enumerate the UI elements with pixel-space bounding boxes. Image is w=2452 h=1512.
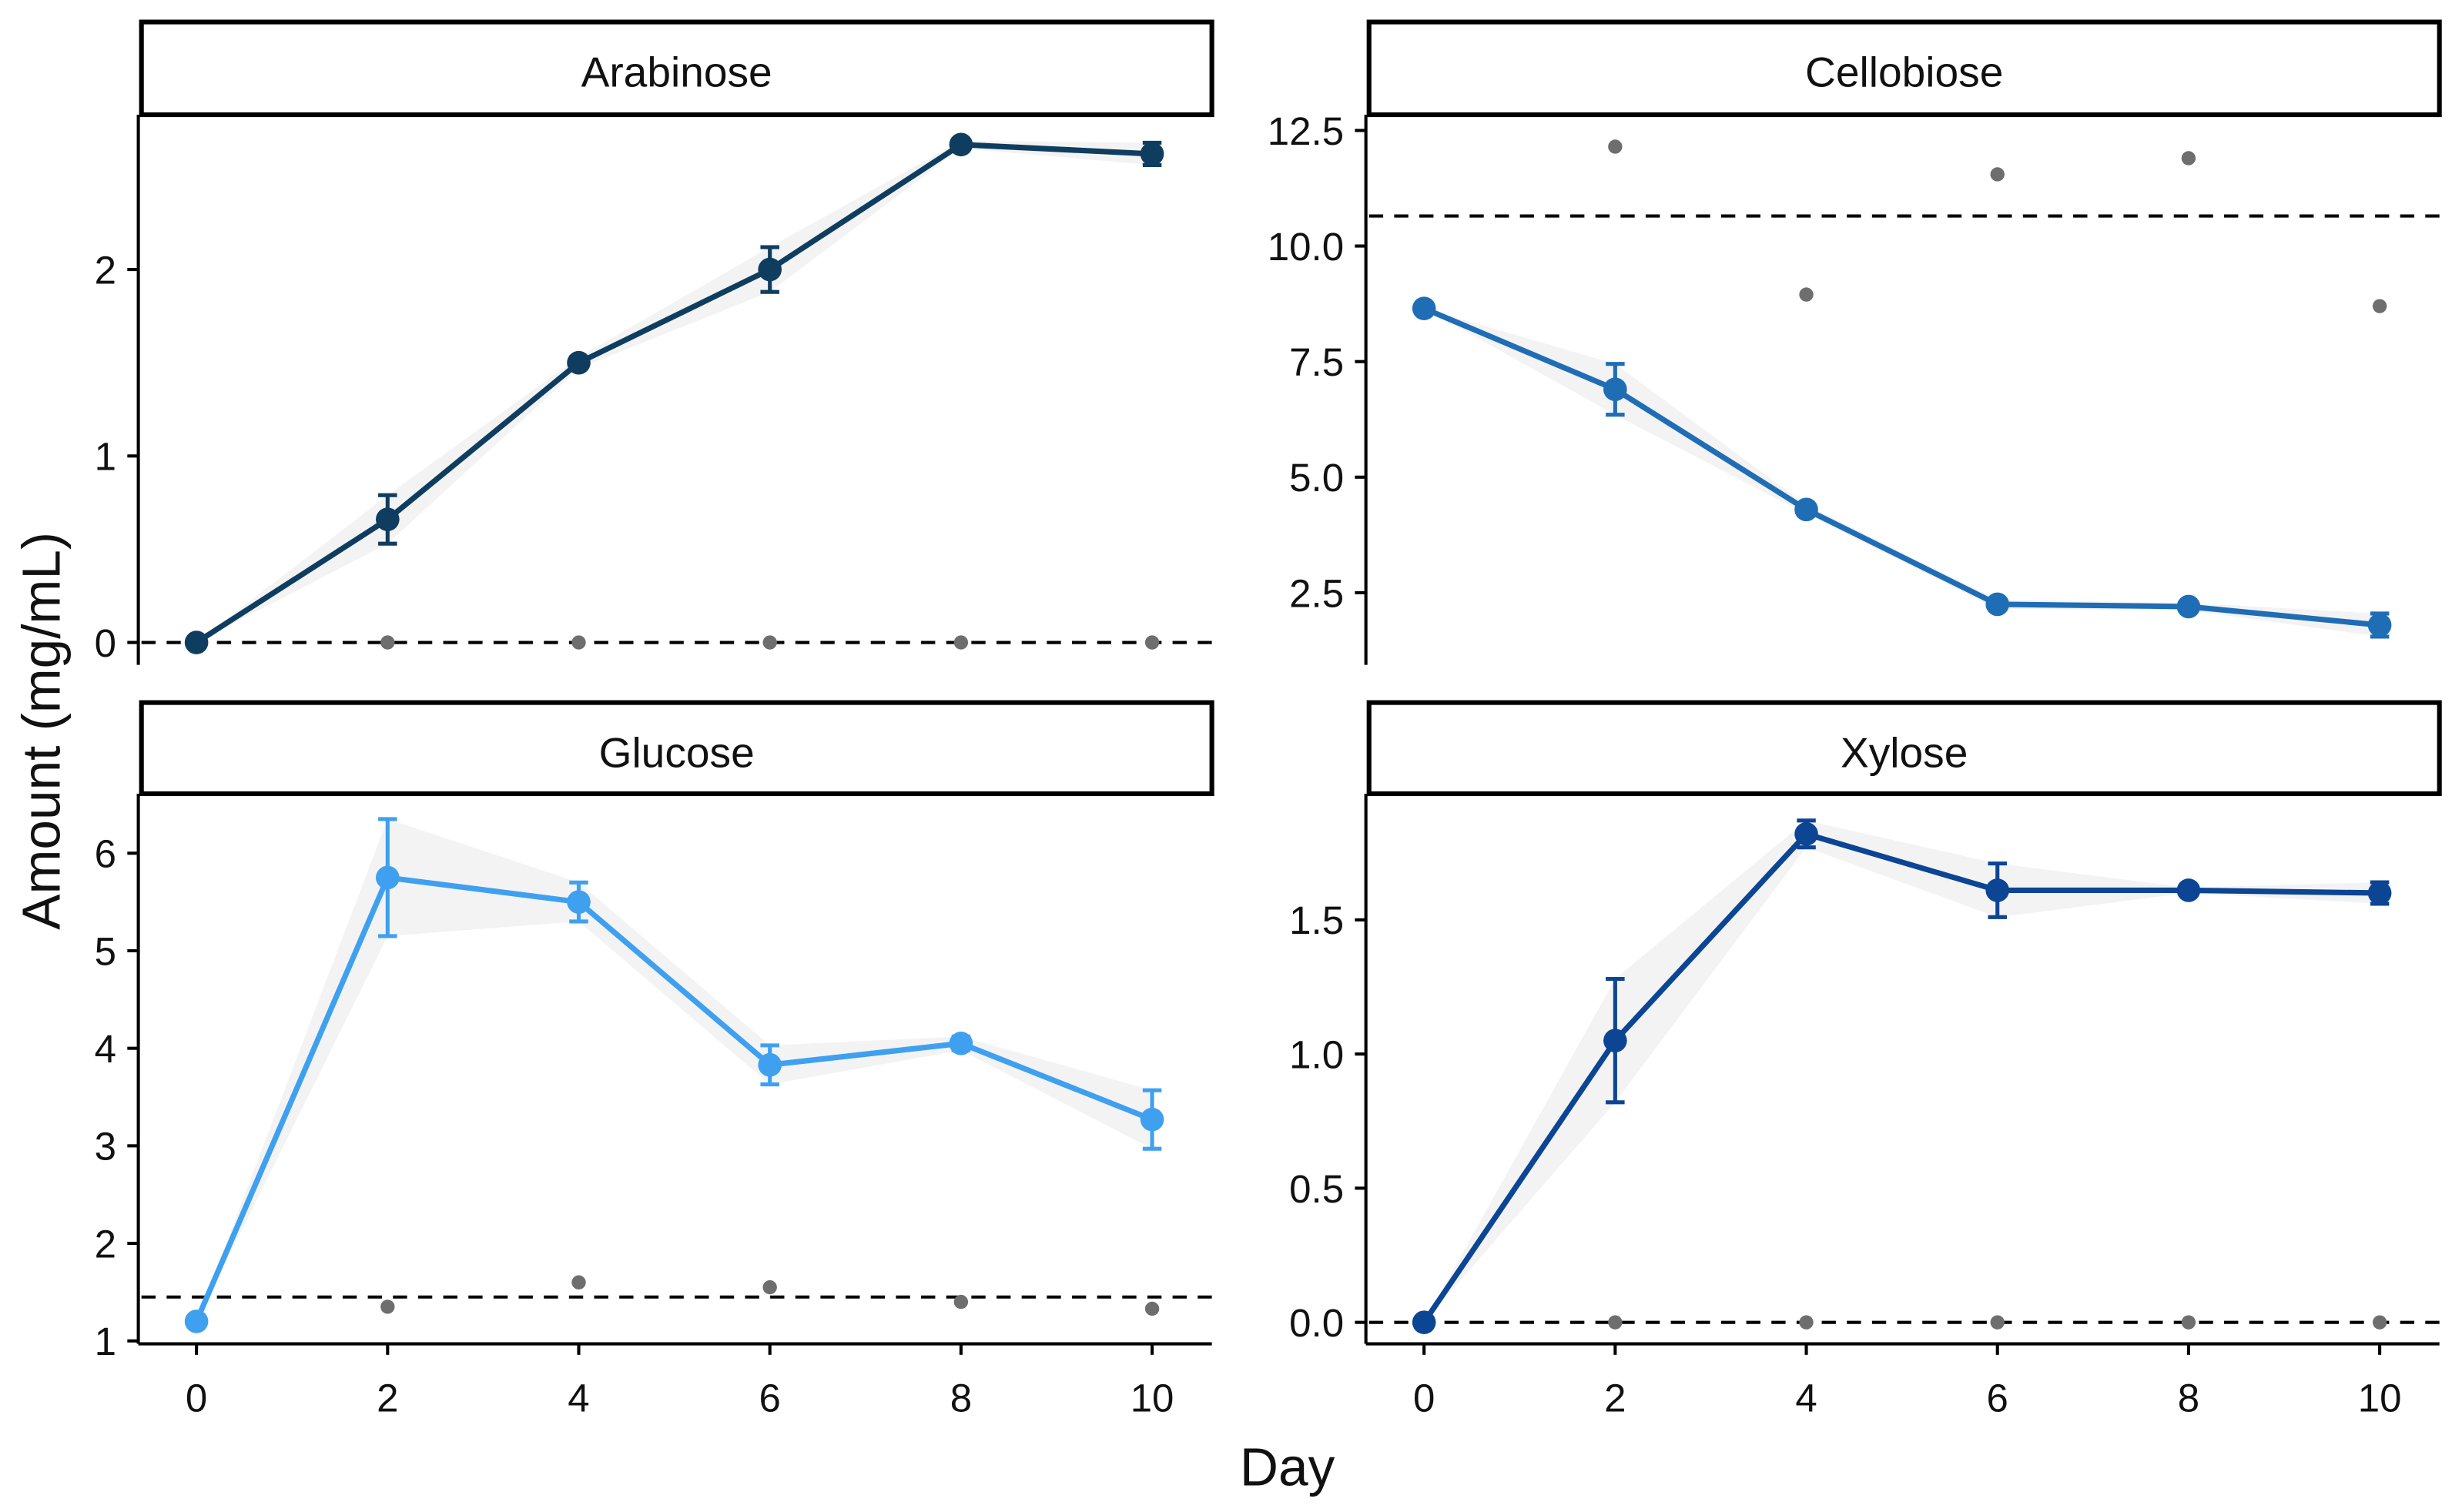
control-point [1799,1315,1814,1330]
control-point [2181,1315,2196,1330]
y-tick-label: 4 [95,1027,116,1071]
data-point [1603,1029,1627,1052]
y-tick-label: 12.5 [1268,109,1344,153]
control-point [1608,139,1623,154]
data-point [1603,377,1627,402]
data-point [567,350,591,375]
control-point [2181,151,2196,166]
x-tick-label: 6 [1987,1376,2008,1420]
confidence-ribbon [1424,820,2380,1323]
x-axis-title: Day [1240,1437,1335,1497]
control-point [2372,299,2387,313]
data-point [376,865,400,890]
facet-title: Xylose [1841,728,1968,776]
control-point [762,635,777,650]
control-point [571,1275,586,1290]
data-point [949,1032,973,1055]
facet-strip [1366,700,2442,797]
control-point [571,635,586,650]
confidence-ribbon [196,140,1153,643]
data-point [2367,881,2392,905]
data-point [2367,613,2392,637]
data-point [1412,1310,1436,1334]
y-tick-label: 7.5 [1289,340,1344,384]
y-tick-label: 2 [95,248,116,292]
control-point [380,1300,395,1314]
series-line [193,875,1154,1323]
control-point [1799,287,1814,302]
y-tick-label: 10.0 [1268,225,1344,269]
data-point [758,257,782,282]
control-point [1144,1301,1160,1316]
series-line [1422,306,2380,628]
series-line [195,142,1153,645]
control-point [1990,167,2005,182]
y-tick-label: 1.0 [1289,1032,1344,1076]
data-point [1140,142,1164,166]
x-tick-label: 10 [2358,1376,2402,1420]
data-point [184,1310,209,1333]
y-tick-label: 0.0 [1289,1301,1344,1345]
facet-strip [1366,19,2442,118]
data-point [2176,878,2201,902]
data-point [567,890,591,914]
x-tick-label: 6 [759,1376,781,1420]
x-tick-label: 4 [568,1376,589,1420]
x-tick-label: 8 [950,1376,972,1420]
y-tick-label: 1.5 [1289,898,1344,942]
data-point [949,132,973,157]
data-point [758,1052,782,1077]
control-point [762,1280,777,1295]
panel-arabinose: Arabinose 0 1 2 [95,19,1214,665]
y-tick-label: 5 [95,929,116,973]
control-point [1144,635,1160,650]
x-tick-label: 2 [1604,1376,1626,1420]
control-point [2372,1315,2387,1330]
data-point [376,507,400,531]
panel-xylose: Xylose 0 2 4 6 8 10 0.0 0.5 1.0 1.5 [1289,700,2442,1420]
data-point [1794,821,1818,846]
x-tick-label: 0 [1413,1376,1435,1420]
y-tick-label: 5.0 [1289,456,1344,500]
facet-title: Arabinose [581,48,772,95]
facet-strip [139,19,1214,118]
data-point [184,631,209,654]
x-tick-label: 10 [1131,1376,1174,1420]
data-point [1794,497,1818,522]
facet-title: Cellobiose [1805,48,2003,95]
y-tick-label: 2 [95,1222,116,1266]
y-tick-label: 1 [95,1320,116,1363]
y-tick-label: 0.5 [1289,1167,1344,1211]
data-point [1412,296,1436,320]
control-point [1608,1315,1623,1330]
x-tick-label: 8 [2178,1376,2199,1420]
confidence-ribbon [1424,308,2380,637]
y-tick-label: 0 [95,621,116,665]
x-tick-label: 4 [1795,1376,1817,1420]
control-point [380,635,395,650]
data-point [2176,594,2201,619]
y-tick-label: 1 [95,435,116,479]
confidence-ribbon [196,818,1153,1322]
facet-title: Glucose [599,728,755,776]
panel-cellobiose: Cellobiose 2.5 5.0 7.5 10.0 12.5 [1268,19,2442,665]
y-axis-title: Amount (mg/mL) [12,532,72,930]
control-point [953,635,969,650]
facet-strip [139,700,1214,797]
y-tick-label: 6 [95,832,116,876]
y-tick-label: 2.5 [1289,571,1344,615]
control-point [953,1294,969,1310]
data-point [1140,1107,1164,1132]
y-tick-label: 3 [95,1125,116,1169]
data-point [1985,592,2010,617]
control-point [1990,1315,2005,1330]
series-line [1422,831,2380,1324]
x-tick-label: 0 [186,1376,207,1420]
data-point [1985,878,2010,902]
x-tick-label: 2 [377,1376,398,1420]
